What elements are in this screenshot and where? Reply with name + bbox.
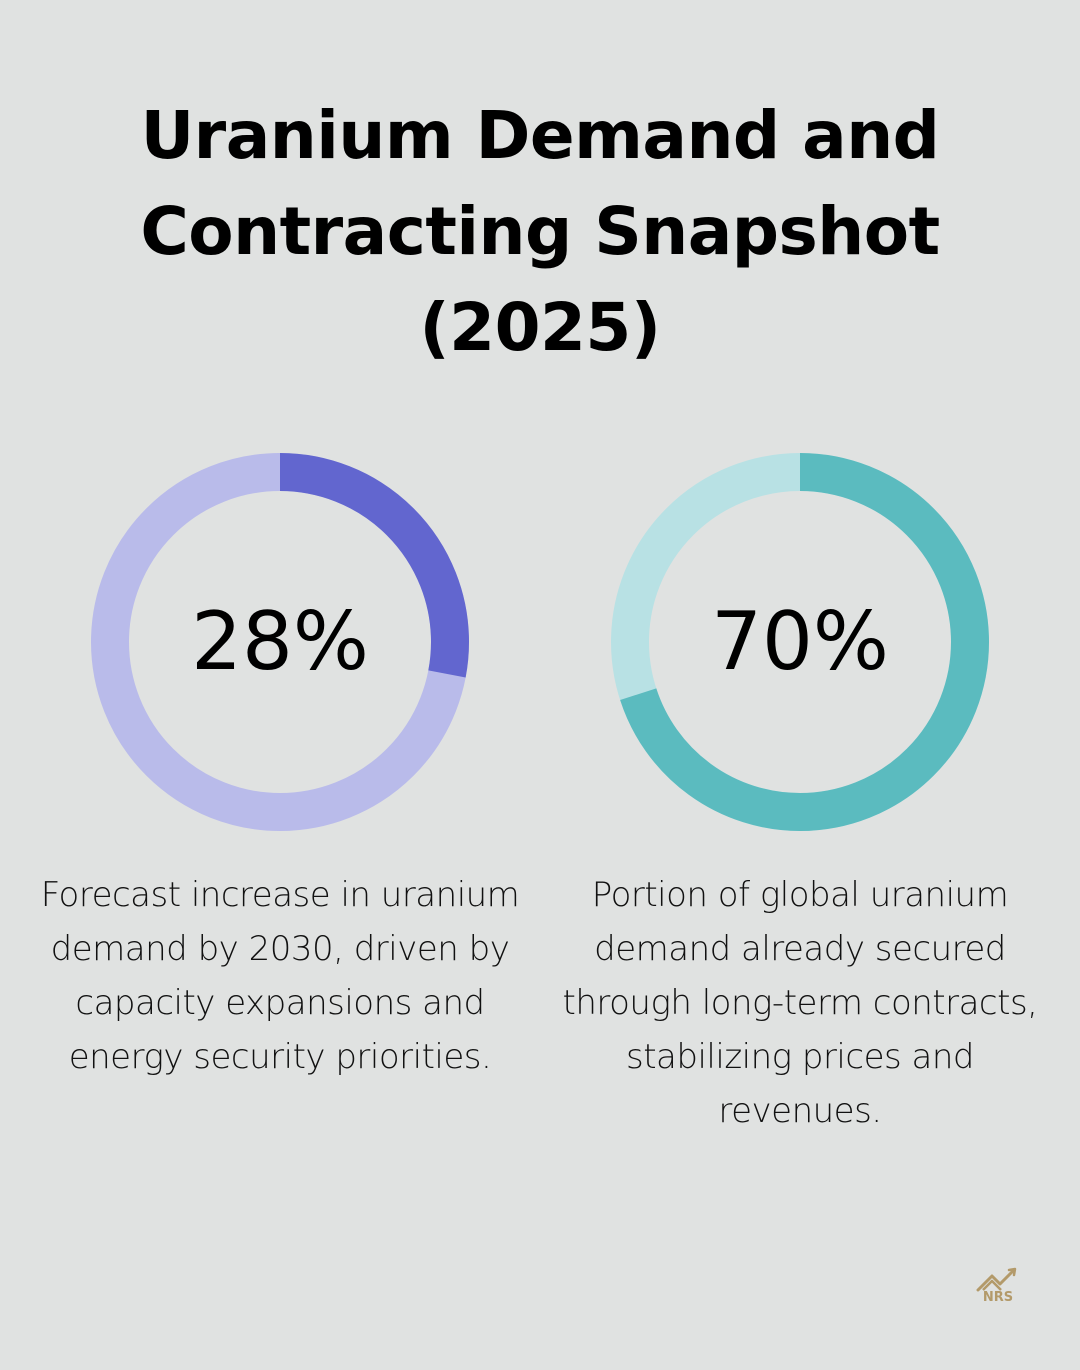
donut-description-contracted-share: Portion of global uranium demand already…: [562, 875, 1038, 1131]
nrs-logo: NRS: [974, 1266, 1026, 1310]
house-chart-icon: [976, 1267, 1017, 1292]
donut-description-demand-increase: Forecast increase in uranium demand by 2…: [40, 875, 520, 1077]
donut-value-label: 70%: [711, 595, 889, 688]
donut-chart-contracted-share: 70%: [611, 453, 989, 831]
page-title: Uranium Demand and Contracting Snapshot …: [140, 97, 940, 366]
logo-text: NRS: [982, 1290, 1014, 1305]
donut-value-label: 28%: [191, 595, 369, 688]
donut-fill-arc: [611, 453, 989, 831]
donut-fill-arc: [91, 453, 469, 831]
donut-chart-demand-increase: 28%: [91, 453, 469, 831]
donut-svg: 70%: [611, 453, 989, 831]
donut-svg: 28%: [91, 453, 469, 831]
